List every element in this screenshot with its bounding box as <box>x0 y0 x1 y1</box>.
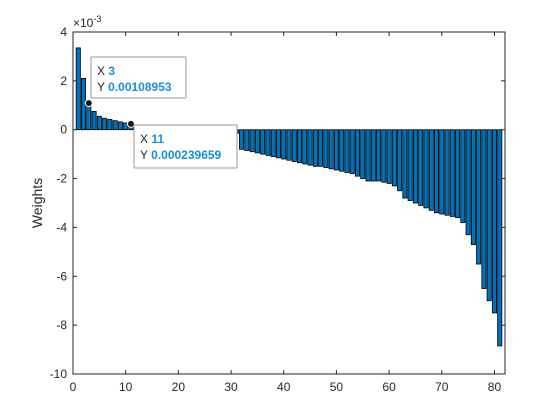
bar <box>360 129 366 179</box>
bar <box>112 120 118 131</box>
y-tick-label: -6 <box>56 269 67 283</box>
bar <box>291 129 297 162</box>
bar <box>470 129 476 245</box>
bar <box>91 110 97 131</box>
bar <box>102 117 108 131</box>
bar <box>244 129 250 151</box>
bar <box>497 129 503 347</box>
bar <box>397 129 403 192</box>
bar <box>434 129 440 214</box>
bar <box>96 115 102 131</box>
bar <box>386 129 392 184</box>
y-tick-label: 0 <box>60 123 67 137</box>
bar <box>412 129 418 204</box>
x-tick-label: 80 <box>488 380 502 394</box>
bar <box>339 129 345 172</box>
x-tick-label: 70 <box>435 380 449 394</box>
bar <box>281 129 287 160</box>
plot-box <box>72 31 506 375</box>
bar <box>107 119 113 131</box>
bar <box>302 129 308 165</box>
bar <box>328 129 334 170</box>
datatip-1-x: X 3 <box>97 64 115 78</box>
x-tick-label: 30 <box>224 380 238 394</box>
x-tick-label: 50 <box>330 380 344 394</box>
bar <box>444 129 450 216</box>
bar <box>75 47 81 131</box>
datatip-1-y: Y 0.00108953 <box>97 80 172 94</box>
datatip-2-y: Y 0.000239659 <box>140 148 222 162</box>
bar <box>486 129 492 302</box>
datatip-2[interactable]: X 11 Y 0.000239659 <box>126 119 238 169</box>
x-tick-label: 60 <box>382 380 396 394</box>
x-tick-label: 20 <box>172 380 186 394</box>
datatip-1-box <box>90 56 187 99</box>
bar <box>449 129 455 217</box>
bar <box>254 129 260 154</box>
bar <box>439 129 445 215</box>
y-tick-label: -2 <box>56 172 67 186</box>
datatip-2-marker[interactable] <box>126 119 135 128</box>
bar <box>333 129 339 171</box>
bar <box>391 129 397 187</box>
bar <box>286 129 292 161</box>
bar <box>249 129 255 153</box>
y-tick-label: 2 <box>60 74 67 88</box>
x-tick-label: 40 <box>277 380 291 394</box>
bar <box>312 129 318 167</box>
bar <box>318 129 324 167</box>
bar <box>376 129 382 182</box>
bar <box>265 129 271 156</box>
bar <box>455 129 461 219</box>
y-axis: -10 -8 -6 -4 -2 0 2 4 <box>50 25 505 381</box>
bar <box>402 129 408 199</box>
y-tick-label: -10 <box>50 367 68 381</box>
bar <box>460 129 466 223</box>
bar <box>428 129 434 211</box>
bar <box>476 129 482 265</box>
bar <box>481 129 487 289</box>
bar <box>365 129 371 182</box>
bar <box>407 129 413 201</box>
bar <box>117 121 123 131</box>
x-axis: 0 10 20 30 40 50 60 70 80 <box>70 32 502 394</box>
bar <box>491 129 497 314</box>
bars-group <box>75 47 503 347</box>
bar <box>370 129 376 182</box>
bar <box>270 129 276 157</box>
bar <box>239 129 245 150</box>
bar <box>260 129 266 155</box>
bar <box>344 129 350 173</box>
bar <box>323 129 329 168</box>
datatip-1[interactable]: X 3 Y 0.00108953 <box>84 56 187 108</box>
bar <box>307 129 313 166</box>
bar <box>381 129 387 183</box>
x-tick-label: 10 <box>119 380 133 394</box>
bar <box>465 129 471 236</box>
bar <box>275 129 281 159</box>
y-tick-label: 4 <box>60 25 67 39</box>
y-tick-label: -8 <box>56 318 67 332</box>
bar <box>354 129 360 177</box>
bar <box>423 129 429 209</box>
datatip-1-marker[interactable] <box>84 99 93 108</box>
datatip-2-x: X 11 <box>140 132 164 146</box>
y-axis-label: Weights <box>29 178 45 228</box>
bar <box>418 129 424 206</box>
datatip-2-box <box>133 124 238 169</box>
bar <box>349 129 355 175</box>
y-tick-label: -4 <box>56 220 67 234</box>
bar <box>297 129 303 164</box>
x-tick-label: 0 <box>70 380 77 394</box>
y-exponent-label: ×10-3 <box>73 14 101 30</box>
